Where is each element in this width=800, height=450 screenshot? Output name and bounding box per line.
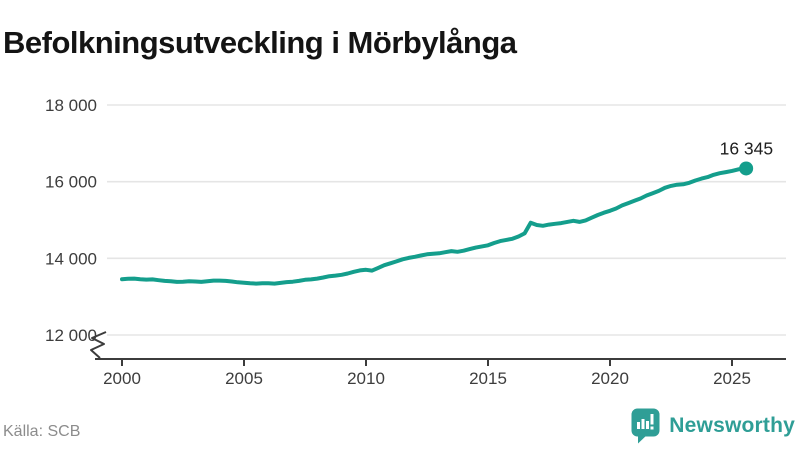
latest-value-label: 16 345	[720, 138, 774, 158]
y-axis-label: 14 000	[45, 249, 97, 268]
x-axis-label: 2020	[591, 369, 629, 388]
y-axis-label: 18 000	[45, 96, 97, 115]
x-axis-label: 2025	[713, 369, 751, 388]
x-axis-label: 2005	[225, 369, 263, 388]
bar-chart-speech-bubble-icon	[631, 408, 660, 444]
latest-point-dot	[739, 161, 754, 176]
population-line	[120, 166, 749, 286]
x-axis-label: 2000	[103, 369, 141, 388]
newsworthy-logo: Newsworthy	[630, 407, 795, 444]
chart-title: Befolkningsutveckling i Mörbylånga	[3, 24, 517, 60]
y-axis-label: 12 000	[45, 326, 97, 345]
x-axis-label: 2015	[469, 369, 507, 388]
axis-break-icon	[90, 331, 107, 359]
x-axis-label: 2010	[347, 369, 385, 388]
y-axis-label: 16 000	[45, 173, 97, 192]
brand-name: Newsworthy	[669, 413, 795, 437]
source-note: Källa: SCB	[3, 423, 81, 440]
population-line-chart: 12 000 14 000 16 000 18 000 2000 2005 2010 2015…	[45, 96, 786, 388]
